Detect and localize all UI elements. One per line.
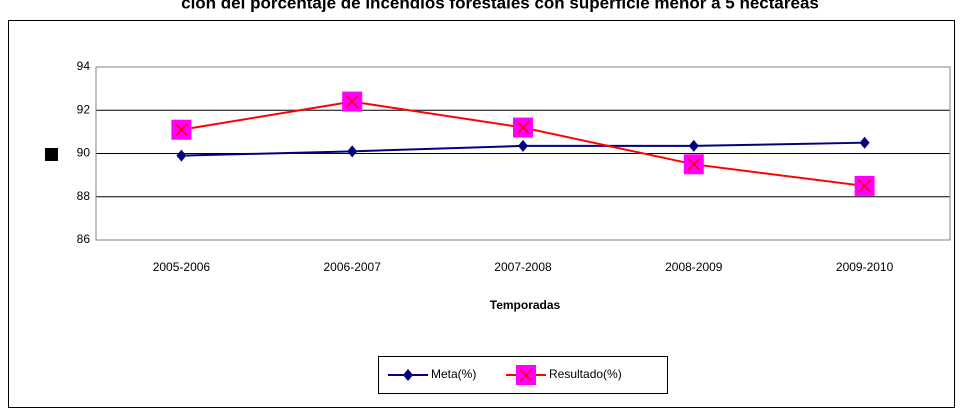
x-tick-label: 2007-2008 — [494, 260, 552, 274]
x-tick-label: 2005-2006 — [153, 260, 211, 274]
y-tick-label: 88 — [77, 189, 91, 203]
point — [683, 154, 704, 175]
point — [688, 139, 699, 152]
point — [347, 145, 358, 158]
legend-label: Resultado(%) — [549, 367, 622, 381]
point — [513, 117, 533, 138]
point — [854, 175, 875, 196]
point — [859, 136, 870, 149]
y-tick-label: 86 — [77, 232, 91, 246]
y-tick-label: 92 — [77, 102, 91, 116]
point — [403, 369, 413, 381]
point — [516, 365, 536, 385]
legend-label: Meta(%) — [431, 367, 476, 381]
x-axis-title: Temporadas — [490, 298, 561, 312]
x-tick-label: 2009-2010 — [836, 260, 894, 274]
y-tick-label: 90 — [77, 146, 91, 160]
point — [518, 139, 528, 152]
axis-marker — [45, 148, 58, 161]
point — [171, 119, 192, 140]
chart-title: ción del porcentaje de incendios foresta… — [181, 0, 819, 12]
point — [342, 91, 363, 112]
y-tick-label: 94 — [77, 59, 91, 73]
chart-frame — [8, 20, 955, 408]
point — [176, 149, 187, 162]
x-tick-label: 2006-2007 — [324, 260, 382, 274]
plot-frame — [95, 66, 951, 241]
x-tick-label: 2008-2009 — [665, 260, 723, 274]
